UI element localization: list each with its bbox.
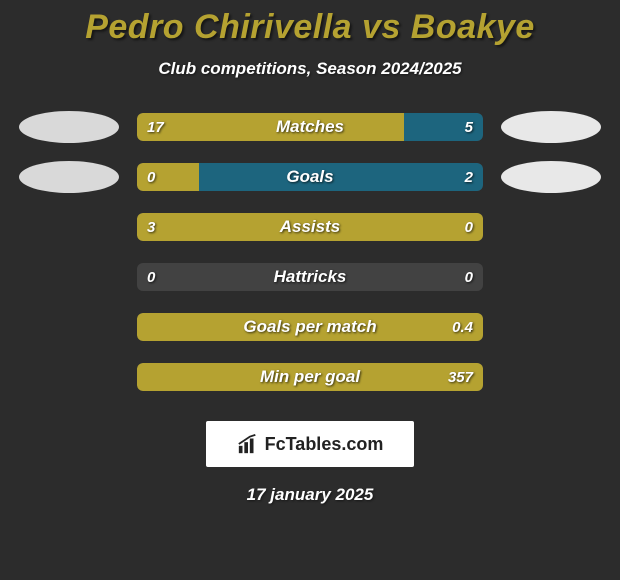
stat-row: 175Matches — [0, 111, 620, 143]
player-avatar-right — [501, 111, 601, 143]
stat-row: 02Goals — [0, 161, 620, 193]
brand-text: FcTables.com — [265, 434, 384, 455]
stat-label: Min per goal — [137, 363, 483, 391]
stat-label: Goals per match — [137, 313, 483, 341]
stat-label: Hattricks — [137, 263, 483, 291]
brand-badge: FcTables.com — [206, 421, 414, 467]
stat-bar: 0.4Goals per match — [137, 313, 483, 341]
player-avatar-left — [19, 111, 119, 143]
subtitle: Club competitions, Season 2024/2025 — [0, 59, 620, 79]
stat-row: 00Hattricks — [0, 261, 620, 293]
chart-icon — [237, 433, 259, 455]
stat-row: 357Min per goal — [0, 361, 620, 393]
date-text: 17 january 2025 — [0, 485, 620, 505]
stat-bar: 02Goals — [137, 163, 483, 191]
stat-label: Assists — [137, 213, 483, 241]
stat-bar: 30Assists — [137, 213, 483, 241]
title: Pedro Chirivella vs Boakye — [0, 8, 620, 47]
stat-rows: 175Matches 02Goals 30Assists 00Hattricks 0.4… — [0, 111, 620, 393]
comparison-infographic: Pedro Chirivella vs Boakye Club competit… — [0, 0, 620, 580]
stat-row: 0.4Goals per match — [0, 311, 620, 343]
player-avatar-left — [19, 161, 119, 193]
stat-label: Goals — [137, 163, 483, 191]
player-avatar-right — [501, 161, 601, 193]
stat-bar: 357Min per goal — [137, 363, 483, 391]
stat-label: Matches — [137, 113, 483, 141]
stat-bar: 00Hattricks — [137, 263, 483, 291]
stat-bar: 175Matches — [137, 113, 483, 141]
stat-row: 30Assists — [0, 211, 620, 243]
